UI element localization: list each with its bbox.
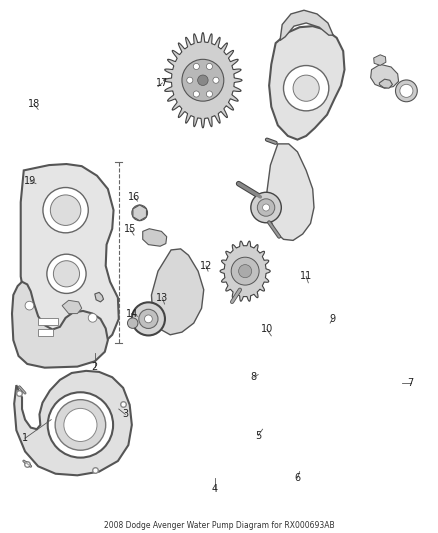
Polygon shape (152, 249, 204, 335)
Text: 3: 3 (122, 409, 128, 419)
Text: 19: 19 (24, 176, 36, 186)
Text: 17: 17 (156, 78, 169, 88)
Polygon shape (164, 33, 242, 128)
Circle shape (262, 204, 269, 211)
Circle shape (396, 80, 417, 102)
Text: 13: 13 (156, 293, 169, 303)
Circle shape (55, 400, 106, 450)
Text: 8: 8 (251, 372, 257, 382)
Circle shape (88, 313, 97, 322)
Circle shape (48, 392, 113, 458)
Polygon shape (38, 318, 58, 325)
Text: 15: 15 (124, 224, 136, 234)
Circle shape (231, 257, 259, 285)
Circle shape (206, 63, 212, 69)
Text: 10: 10 (261, 325, 273, 335)
Circle shape (145, 315, 152, 323)
Circle shape (213, 77, 219, 83)
Text: 2: 2 (92, 361, 98, 372)
Polygon shape (371, 64, 399, 88)
Polygon shape (374, 55, 386, 66)
Circle shape (182, 59, 224, 101)
Text: 4: 4 (212, 483, 218, 494)
Circle shape (193, 91, 199, 97)
Circle shape (127, 318, 138, 328)
Text: 6: 6 (294, 473, 300, 483)
Circle shape (198, 75, 208, 85)
Text: 5: 5 (255, 431, 261, 441)
Circle shape (25, 301, 34, 310)
Circle shape (206, 91, 212, 97)
Circle shape (132, 205, 148, 221)
Circle shape (187, 77, 193, 83)
Circle shape (239, 264, 252, 278)
Circle shape (43, 188, 88, 233)
Text: 7: 7 (408, 377, 414, 387)
Circle shape (50, 195, 81, 225)
Circle shape (132, 302, 165, 335)
Polygon shape (21, 164, 119, 351)
Text: 12: 12 (200, 261, 212, 271)
Polygon shape (220, 241, 270, 301)
Circle shape (64, 408, 97, 441)
Circle shape (47, 254, 86, 293)
Polygon shape (269, 26, 345, 140)
Text: 9: 9 (329, 314, 336, 324)
Circle shape (400, 84, 413, 98)
Polygon shape (133, 205, 146, 221)
Polygon shape (143, 229, 167, 246)
Text: 18: 18 (28, 99, 40, 109)
Circle shape (251, 192, 281, 223)
Text: 16: 16 (128, 192, 140, 202)
Polygon shape (95, 293, 103, 302)
Circle shape (283, 66, 329, 111)
Polygon shape (38, 329, 53, 336)
Polygon shape (12, 282, 108, 368)
Circle shape (139, 309, 158, 328)
Text: 14: 14 (126, 309, 138, 319)
Polygon shape (267, 144, 314, 240)
Polygon shape (62, 300, 82, 313)
Polygon shape (280, 10, 333, 41)
Text: 11: 11 (300, 271, 312, 281)
Text: 2008 Dodge Avenger Water Pump Diagram for RX000693AB: 2008 Dodge Avenger Water Pump Diagram fo… (104, 521, 334, 530)
Text: 1: 1 (22, 433, 28, 443)
Polygon shape (14, 371, 132, 475)
Circle shape (53, 261, 80, 287)
Polygon shape (379, 79, 392, 88)
Circle shape (258, 199, 275, 216)
Circle shape (193, 63, 199, 69)
Circle shape (293, 75, 319, 101)
